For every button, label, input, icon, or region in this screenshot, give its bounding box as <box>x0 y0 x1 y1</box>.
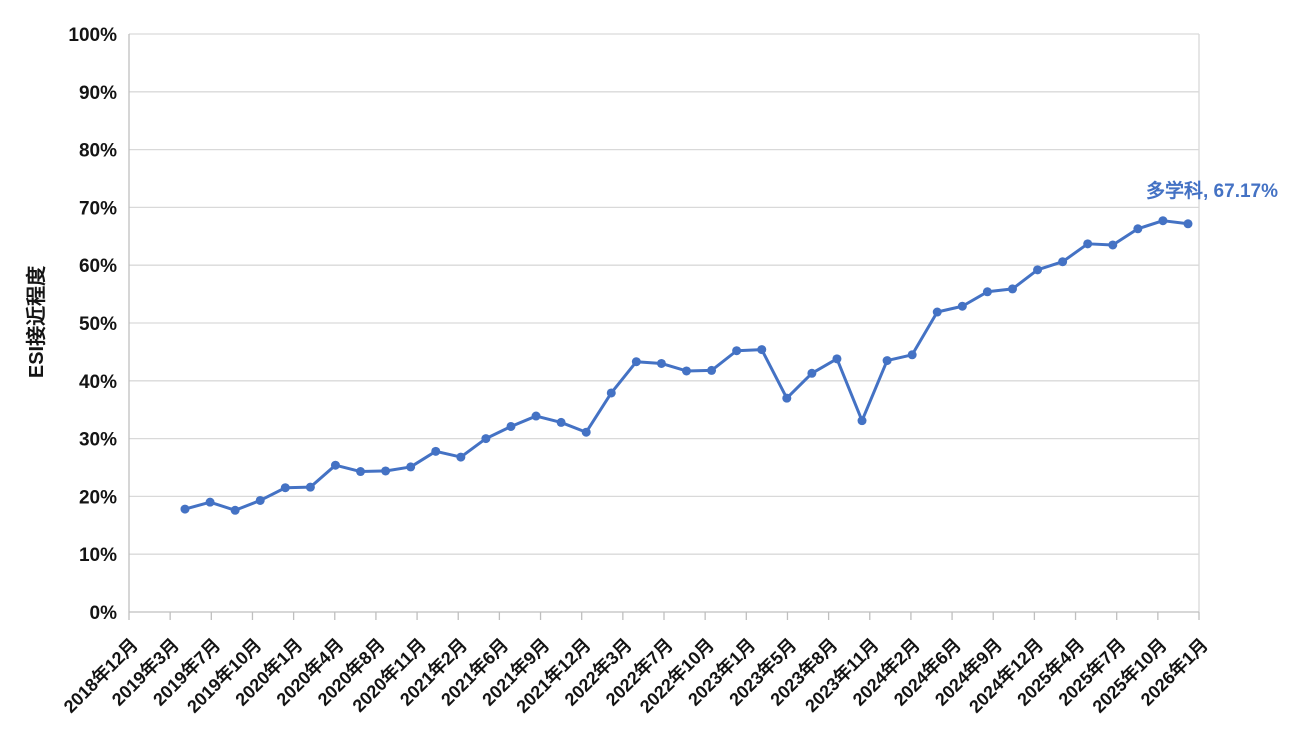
y-axis-tick-label: 80% <box>79 141 117 162</box>
y-axis-tick-label: 20% <box>79 487 117 508</box>
data-point-marker <box>1058 257 1068 267</box>
data-point-marker <box>857 416 867 426</box>
data-point-marker <box>907 350 917 360</box>
data-point-marker <box>656 358 666 368</box>
data-point-marker <box>1007 284 1017 294</box>
data-point-marker <box>1158 216 1168 226</box>
data-point-marker <box>255 495 265 505</box>
y-axis-tick-label: 70% <box>79 198 117 219</box>
y-axis-tick-label: 30% <box>79 430 117 451</box>
data-point-marker <box>230 505 240 515</box>
data-point-marker <box>882 356 892 366</box>
data-point-marker <box>757 345 767 355</box>
data-point-marker <box>1133 224 1143 234</box>
data-point-marker <box>932 307 942 317</box>
data-point-marker <box>732 346 742 356</box>
data-point-marker <box>180 504 190 514</box>
y-axis-tick-label: 60% <box>79 256 117 277</box>
data-point-marker <box>356 467 366 477</box>
y-axis-tick-label: 50% <box>79 314 117 335</box>
data-point-marker <box>1083 239 1093 249</box>
data-point-marker <box>456 452 466 462</box>
data-point-marker <box>782 393 792 403</box>
data-point-marker <box>1108 240 1118 250</box>
data-point-marker <box>807 368 817 378</box>
data-point-marker <box>1033 265 1043 275</box>
plot-area: 2018年12月2019年3月2019年7月2019年10月2020年1月202… <box>59 25 1212 717</box>
y-axis-tick-label: 100% <box>68 25 117 46</box>
y-axis-tick-label: 40% <box>79 372 117 393</box>
data-point-marker <box>682 366 691 376</box>
y-axis-title: ESI接近程度 <box>24 265 48 378</box>
data-point-marker <box>531 411 541 421</box>
data-point-marker <box>581 427 591 437</box>
data-point-marker <box>431 446 441 456</box>
data-point-marker <box>406 462 416 472</box>
data-point-marker <box>1183 219 1193 229</box>
data-point-marker <box>707 365 717 375</box>
data-point-marker <box>982 287 992 297</box>
data-point-marker <box>606 388 616 398</box>
data-point-marker <box>381 466 391 476</box>
data-point-marker <box>330 460 340 470</box>
data-point-marker <box>506 421 516 431</box>
y-axis-tick-label: 0% <box>90 603 118 624</box>
y-axis-tick-label: 10% <box>79 545 117 566</box>
data-point-marker <box>556 417 566 427</box>
data-point-marker <box>832 354 842 364</box>
data-point-marker <box>957 301 967 311</box>
data-point-marker <box>305 482 315 492</box>
data-point-marker <box>205 497 215 507</box>
data-point-marker <box>481 434 491 444</box>
data-point-marker <box>280 483 290 493</box>
data-point-marker <box>631 357 641 367</box>
series-label: 多学科, 67.17% <box>1146 179 1278 202</box>
y-axis-tick-label: 90% <box>79 83 117 104</box>
